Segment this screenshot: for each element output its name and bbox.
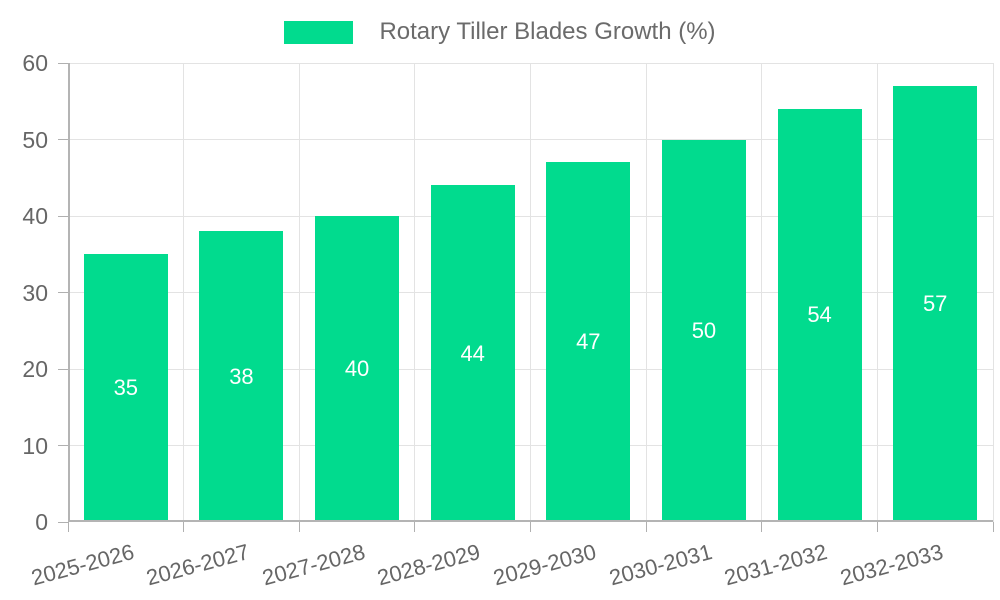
- x-axis-category-label: 2025-2026: [28, 539, 137, 591]
- x-axis-tick: [992, 522, 994, 532]
- gridline-vertical: [414, 63, 416, 522]
- bar-2025-2026[interactable]: 35: [83, 254, 168, 522]
- gridline-vertical: [298, 63, 300, 522]
- gridline-vertical: [761, 63, 763, 522]
- bar-2031-2032[interactable]: 54: [777, 108, 862, 522]
- y-axis-tick-label: 20: [22, 356, 48, 382]
- x-axis-category-label: 2032-2033: [837, 539, 946, 591]
- bar-2027-2028[interactable]: 40: [315, 216, 400, 522]
- bar-value-label: 57: [922, 290, 948, 316]
- y-axis-tick: [58, 215, 68, 217]
- y-axis-tick: [58, 139, 68, 140]
- x-axis-category-label: 2026-2027: [143, 539, 252, 591]
- legend-swatch: [284, 20, 354, 44]
- x-axis-tick: [414, 522, 416, 532]
- bar-2028-2029[interactable]: 44: [430, 185, 515, 522]
- x-axis-category-label: 2029-2030: [490, 539, 599, 591]
- x-axis-tick: [876, 522, 878, 532]
- bar-value-label: 35: [113, 375, 139, 401]
- bar-2030-2031[interactable]: 50: [661, 139, 746, 522]
- y-axis-tick-label: 50: [22, 126, 48, 153]
- x-axis-category-label: 2030-2031: [606, 539, 715, 591]
- bar-2026-2027[interactable]: 38: [199, 231, 284, 522]
- x-axis-category-label: 2031-2032: [721, 539, 831, 591]
- x-axis-tick: [645, 522, 647, 532]
- y-axis-tick: [58, 445, 68, 446]
- y-axis-tick: [58, 292, 68, 293]
- x-axis-tick: [183, 522, 185, 532]
- gridline-vertical: [876, 63, 878, 522]
- x-axis-category-label: 2027-2028: [259, 539, 368, 591]
- gridline-vertical: [530, 63, 531, 522]
- bar-value-label: 50: [691, 317, 717, 343]
- y-axis-tick: [58, 368, 68, 370]
- x-axis-tick: [67, 522, 69, 532]
- x-axis-category-label: 2028-2029: [375, 539, 484, 591]
- bar-value-label: 38: [229, 363, 254, 389]
- gridline-vertical: [992, 63, 994, 522]
- x-axis-tick: [298, 522, 300, 532]
- bar-value-label: 44: [460, 340, 485, 366]
- bar-value-label: 40: [344, 356, 370, 381]
- x-axis-tick: [530, 522, 531, 532]
- x-axis-tick: [761, 522, 763, 532]
- bar-value-label: 54: [807, 302, 832, 328]
- y-axis-tick: [58, 521, 68, 523]
- bar-value-label: 47: [576, 329, 601, 355]
- legend-label: Rotary Tiller Blades Growth (%): [379, 18, 716, 45]
- legend-item[interactable]: Rotary Tiller Blades Growth (%): [0, 18, 1000, 45]
- y-axis-tick-label: 10: [22, 432, 48, 459]
- y-axis-tick: [58, 62, 68, 64]
- y-axis-tick-label: 40: [22, 203, 48, 229]
- y-axis-tick-label: 0: [35, 509, 48, 535]
- bar-2029-2030[interactable]: 47: [546, 162, 631, 522]
- gridline-vertical: [645, 63, 647, 522]
- y-axis-tick-label: 60: [22, 50, 48, 76]
- y-axis-tick-label: 30: [22, 279, 48, 306]
- bar-2032-2033[interactable]: 57: [893, 85, 978, 522]
- gridline-vertical: [183, 63, 185, 522]
